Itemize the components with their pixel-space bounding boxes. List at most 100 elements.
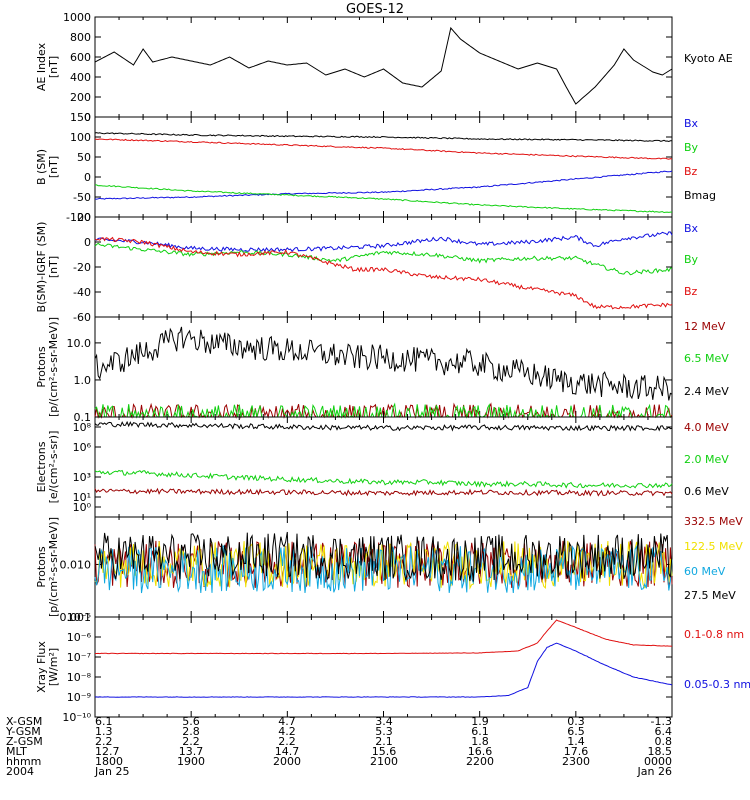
- series-line-4-3: [94, 326, 673, 401]
- footer-cell: 4.7: [278, 715, 296, 728]
- y-axis-label: B (SM)[nT]: [35, 149, 60, 185]
- y-tick-label: 10⁰: [73, 501, 92, 514]
- y-axis-label-line: [p/(cm²-s-sr-MeV)]: [47, 517, 60, 617]
- footer-cell: 2.8: [182, 725, 200, 738]
- footer-cell: 6.4: [655, 725, 673, 738]
- y-axis-label-line: [p/(cm²-s-sr-MeV)]: [47, 317, 60, 417]
- y-tick-label: 0.1: [74, 411, 92, 424]
- legend-label: 0.6 MeV: [684, 485, 729, 498]
- series-line-2-2: [95, 184, 673, 214]
- y-axis-label-line: [nT]: [47, 156, 60, 178]
- legend-label: Bx: [684, 222, 699, 235]
- panel-frame: [94, 116, 673, 218]
- y-tick-label: 0: [84, 236, 91, 249]
- legend-label: 332.5 MeV: [684, 515, 743, 528]
- footer-cell: 1.3: [95, 725, 113, 738]
- legend-label: By: [684, 253, 699, 266]
- legend-label: 6.5 MeV: [684, 352, 729, 365]
- y-tick-label: -40: [73, 286, 91, 299]
- legend-label: 27.5 MeV: [684, 589, 736, 602]
- y-tick-label: 1000: [63, 11, 91, 24]
- footer-cell: 5.3: [375, 725, 393, 738]
- footer-row-label: hhmm: [6, 755, 41, 768]
- y-axis-label: AE Index[nT]: [35, 42, 60, 91]
- y-axis-label-line: B (SM): [35, 149, 48, 185]
- panel-3: -60 -40 -20 0 20 B(SM)-IGRF (SM)[nT] Bx By Bz: [35, 211, 699, 324]
- legend-label: 60 MeV: [684, 565, 726, 578]
- series-line-1-1: [94, 26, 673, 105]
- footer-cell: 2000: [273, 755, 301, 768]
- panel-1: 0 200 400 600 800 1000 AE Index[nT] Kyoto AE: [35, 11, 733, 124]
- y-axis-label: Electrons[e/(cm²-s-sr)]: [35, 431, 60, 504]
- series-line-7-1: [95, 619, 673, 655]
- footer-cell: 14.7: [275, 745, 300, 758]
- legend-label: Bx: [684, 117, 699, 130]
- footer-cell: 16.6: [468, 745, 493, 758]
- series-line-2-4: [94, 132, 672, 143]
- legend-label: Bz: [684, 165, 698, 178]
- footer-cell: 4.2: [278, 725, 296, 738]
- y-axis-label-line: Electrons: [35, 441, 48, 492]
- legend-label: Bmag: [684, 189, 716, 202]
- footer-cell: 0000: [644, 755, 672, 768]
- y-tick-label: 10³: [73, 471, 91, 484]
- y-axis-label-line: Xray Flux: [35, 641, 48, 693]
- y-tick-label: 100: [70, 131, 91, 144]
- series-line-2-3: [94, 138, 673, 160]
- plot-title: GOES-12: [346, 2, 404, 17]
- footer-cell: 2300: [562, 755, 590, 768]
- panel-6: 0.001 0.010 Protons[p/(cm²-s-sr-MeV)] 332.5…: [35, 515, 743, 624]
- legend-label: Bz: [684, 285, 698, 298]
- footer-cell: 1.4: [567, 735, 585, 748]
- y-axis-label-line: Protons: [35, 546, 48, 587]
- series-line-5-2: [94, 469, 673, 489]
- footer-cell: 5.6: [182, 715, 200, 728]
- legend-label: 122.5 MeV: [684, 540, 743, 553]
- y-tick-label: 10⁻⁷: [67, 651, 91, 664]
- y-tick-label: 150: [70, 111, 91, 124]
- footer-cell: 0.8: [655, 735, 673, 748]
- series-line-3-3: [94, 236, 673, 310]
- orbit-footer-table: X-GSM 6.1 5.6 4.7 3.4 1.9 0.3 -1.3 Y-GSM 1.3 2.8 4.…: [5, 715, 672, 778]
- y-tick-label: -20: [73, 261, 91, 274]
- panel-frame: [94, 16, 673, 118]
- y-tick-label: 10⁸: [73, 421, 92, 434]
- footer-cell: 17.6: [564, 745, 589, 758]
- y-tick-label: 400: [70, 71, 91, 84]
- y-tick-label: 0.001: [60, 611, 92, 624]
- series-line-3-2: [94, 242, 673, 276]
- footer-cell: 2200: [466, 755, 494, 768]
- footer-cell: 13.7: [179, 745, 204, 758]
- y-axis-label: Protons[p/(cm²-s-sr-MeV)]: [35, 317, 60, 417]
- footer-cell: 2.2: [95, 735, 113, 748]
- y-tick-label: 10¹: [73, 491, 91, 504]
- legend-label: 2.4 MeV: [684, 385, 729, 398]
- y-axis-label-line: [e/(cm²-s-sr)]: [47, 431, 60, 504]
- y-tick-label: 0.010: [60, 558, 92, 571]
- y-tick-label: 800: [70, 31, 91, 44]
- legend-label: By: [684, 141, 699, 154]
- panel-7: 10⁻¹⁰ 10⁻⁹ 10⁻⁸ 10⁻⁷ 10⁻⁶ 10⁻⁵ Xray Flux[W/m²]…: [35, 611, 750, 724]
- y-tick-label: 0: [84, 171, 91, 184]
- footer-cell: -1.3: [651, 715, 672, 728]
- legend-label: 2.0 MeV: [684, 453, 729, 466]
- y-tick-label: -100: [66, 211, 91, 224]
- y-tick-label: -50: [73, 191, 91, 204]
- footer-cell: 6.1: [471, 725, 489, 738]
- series-line-6-3: [94, 544, 673, 594]
- y-tick-label: 10.0: [67, 337, 92, 350]
- series-line-5-3: [94, 420, 673, 432]
- y-tick-label: 10⁻¹⁰: [62, 711, 91, 724]
- y-tick-label: 200: [70, 91, 91, 104]
- panel-2: -100 -50 0 50 100 150 B (SM)[nT] Bx By Bz Bmag: [35, 111, 716, 224]
- y-axis-label-line: AE Index: [35, 42, 48, 91]
- legend-label: 0.05-0.3 nm: [684, 678, 750, 691]
- footer-cell: 2100: [370, 755, 398, 768]
- series-line-6-4: [94, 531, 673, 582]
- y-tick-label: 0: [84, 111, 91, 124]
- y-tick-label: 10⁻⁶: [67, 631, 92, 644]
- legend-label: Kyoto AE: [684, 52, 733, 65]
- footer-cell: 3.4: [375, 715, 393, 728]
